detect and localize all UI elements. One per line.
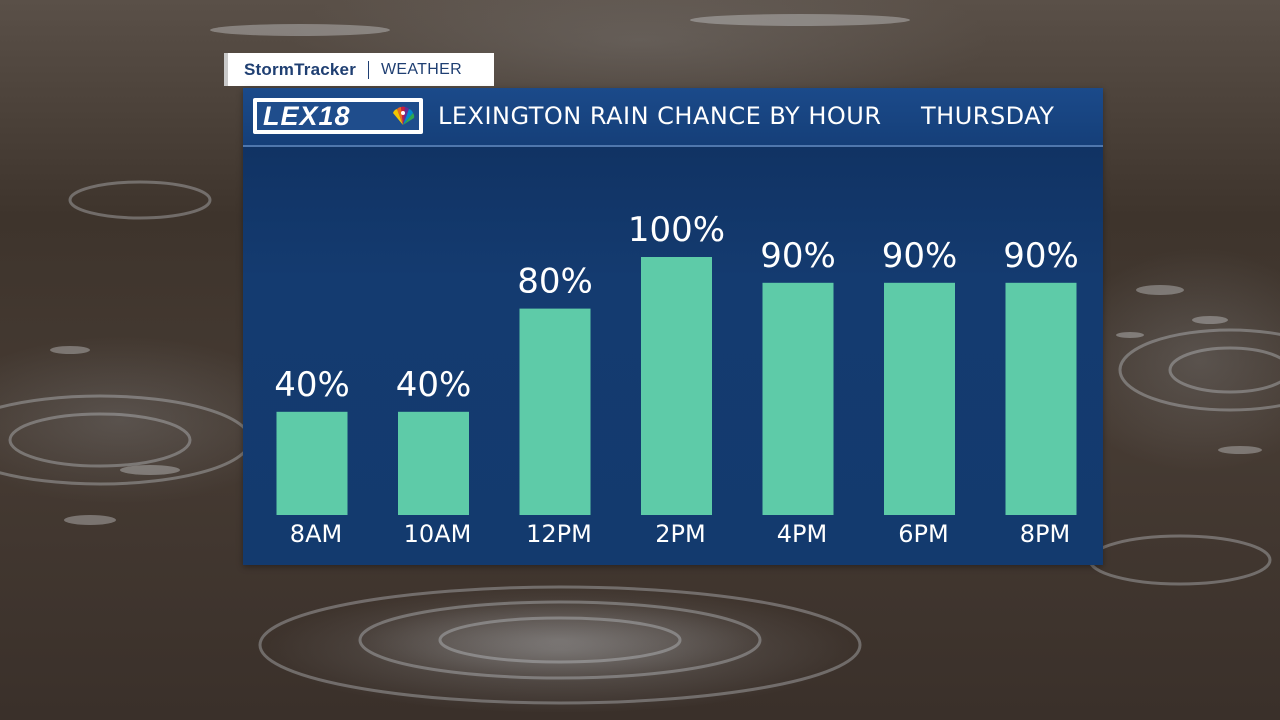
chart-title: LEXINGTON RAIN CHANCE BY HOUR xyxy=(438,102,882,130)
rain-chance-bar-chart: 40% 40% 80% 100% 90% 90% 90% 8AM 10AM 12PM 2PM 4PM… xyxy=(274,210,1079,548)
value-label-8am: 40% xyxy=(274,365,350,405)
bar-12pm xyxy=(519,308,591,515)
bar-2pm xyxy=(641,257,712,515)
category-label-10am: 10AM xyxy=(404,520,472,548)
weather-section-label: WEATHER xyxy=(381,60,462,78)
bar-10am xyxy=(398,411,469,515)
bar-4pm xyxy=(762,282,834,515)
bar-6pm xyxy=(884,282,955,515)
category-label-8am: 8AM xyxy=(290,520,342,548)
value-label-4pm: 90% xyxy=(760,236,836,276)
stormtracker-weather-badge: StormTracker WEATHER xyxy=(224,53,494,86)
nbc-peacock-icon xyxy=(393,106,415,125)
bar-8am xyxy=(276,411,348,515)
lex18-logo: LEX18 xyxy=(253,98,423,134)
category-label-8pm: 8PM xyxy=(1020,520,1070,548)
value-label-8pm: 90% xyxy=(1003,236,1079,276)
stormtracker-brand: StormTracker xyxy=(244,59,357,79)
day-label: THURSDAY xyxy=(921,102,1055,130)
category-label-4pm: 4PM xyxy=(777,520,827,548)
rain-chance-panel: LEX18 LEXINGTON RAIN CHANCE BY HOUR THUR… xyxy=(243,88,1103,565)
category-label-2pm: 2PM xyxy=(655,520,705,548)
bar-8pm xyxy=(1005,282,1077,515)
category-label-6pm: 6PM xyxy=(898,520,948,548)
value-label-10am: 40% xyxy=(396,365,472,405)
value-label-2pm: 100% xyxy=(628,210,725,250)
category-label-12pm: 12PM xyxy=(526,520,592,548)
panel-header: LEX18 LEXINGTON RAIN CHANCE BY HOUR THUR… xyxy=(243,88,1103,147)
value-label-12pm: 80% xyxy=(517,262,593,302)
value-label-6pm: 90% xyxy=(882,236,958,276)
lex18-logo-text: LEX18 xyxy=(263,100,351,131)
badge-divider xyxy=(368,60,370,79)
